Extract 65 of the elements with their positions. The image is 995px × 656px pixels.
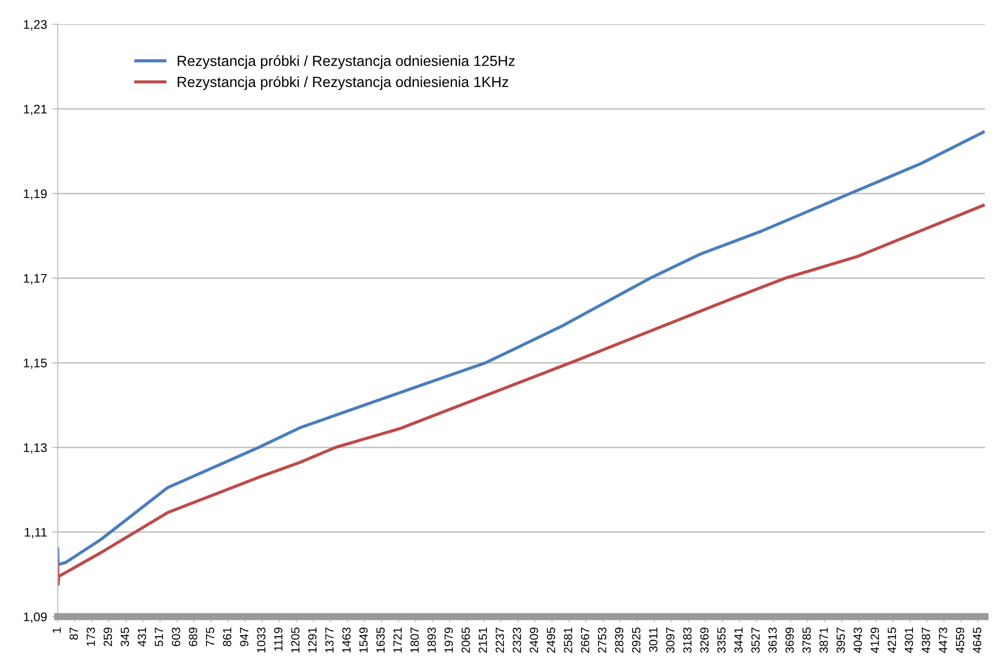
x-tick-label: 1463 bbox=[342, 628, 351, 652]
x-tick-label: 1119 bbox=[274, 628, 282, 651]
y-tick-label: 1,21 bbox=[24, 104, 47, 116]
x-tick-label: 947 bbox=[240, 628, 248, 646]
x-tick-label: 3441 bbox=[734, 628, 743, 653]
x-tick-label: 3183 bbox=[683, 628, 692, 653]
x-tick-label: 2581 bbox=[564, 628, 572, 653]
x-tick-label: 1807 bbox=[410, 628, 419, 652]
x-tick-label: 1893 bbox=[428, 628, 436, 652]
x-tick-label: 3957 bbox=[836, 628, 845, 653]
x-tick-label: 3355 bbox=[717, 628, 726, 653]
x-tick-label: 4129 bbox=[870, 628, 880, 654]
x-tick-label: 2409 bbox=[530, 628, 538, 653]
y-tick-label: 1,17 bbox=[24, 274, 47, 284]
x-tick-label: 1635 bbox=[376, 628, 385, 652]
x-tick-label: 2065 bbox=[462, 628, 470, 653]
x-tick-label: 3527 bbox=[751, 628, 760, 653]
x-tick-label: 2323 bbox=[512, 628, 522, 653]
x-tick-label: 1291 bbox=[308, 628, 317, 652]
x-tick-label: 4559 bbox=[956, 628, 964, 654]
x-tick-label: 259 bbox=[104, 628, 112, 646]
x-tick-label: 4387 bbox=[922, 628, 930, 654]
y-tick-label: 1,15 bbox=[24, 358, 47, 369]
x-tick-label: 689 bbox=[188, 628, 198, 646]
y-tick-label: 1,13 bbox=[24, 443, 47, 454]
x-tick-label: 4473 bbox=[938, 628, 948, 654]
x-tick-label: 2151 bbox=[478, 628, 487, 653]
x-tick-label: 603 bbox=[172, 628, 180, 646]
x-tick-label: 1205 bbox=[291, 628, 300, 652]
x-tick-label: 345 bbox=[120, 628, 130, 646]
x-tick-label: 4645 bbox=[972, 628, 982, 654]
y-tick-label: 1,23 bbox=[24, 20, 47, 30]
y-tick-label: 1,09 bbox=[24, 612, 47, 623]
x-tick-label: 2753 bbox=[598, 628, 606, 653]
x-tick-label: 4301 bbox=[904, 628, 914, 654]
x-tick-label: 3269 bbox=[700, 628, 709, 653]
x-tick-label: 3011 bbox=[649, 628, 658, 652]
legend-label: Rezystancja próbki / Rezystancja odniesienia 1KHz bbox=[178, 76, 508, 90]
x-tick-label: 3613 bbox=[768, 628, 777, 653]
x-tick-label: 1979 bbox=[444, 628, 453, 652]
x-tick-label: 173 bbox=[86, 628, 95, 646]
x-tick-label: 1 bbox=[52, 628, 61, 633]
x-tick-label: 775 bbox=[206, 628, 214, 646]
x-tick-label: 2839 bbox=[614, 628, 624, 653]
x-tick-label: 2667 bbox=[580, 628, 590, 653]
x-tick-label: 1549 bbox=[359, 628, 368, 652]
y-tick-label: 1,19 bbox=[24, 189, 47, 200]
x-tick-label: 2495 bbox=[546, 628, 556, 653]
x-tick-label: 3699 bbox=[785, 628, 794, 653]
x-tick-label: 1721 bbox=[393, 628, 402, 652]
x-tick-label: 4215 bbox=[888, 628, 896, 654]
x-tick-label: 1033 bbox=[257, 628, 266, 652]
y-tick-label: 1,11 bbox=[24, 528, 47, 538]
x-tick-label: 3871 bbox=[820, 628, 828, 653]
x-tick-label: 87 bbox=[70, 628, 78, 640]
x-tick-label: 431 bbox=[138, 628, 146, 646]
x-tick-label: 1377 bbox=[325, 628, 334, 652]
x-tick-label: 2925 bbox=[632, 628, 640, 653]
x-tick-label: 861 bbox=[222, 628, 232, 646]
x-tick-label: 517 bbox=[154, 628, 164, 646]
legend-label: Rezystancja próbki / Rezystancja odniesienia 125Hz bbox=[178, 55, 515, 69]
x-tick-label: 4043 bbox=[854, 628, 862, 654]
x-tick-label: 2237 bbox=[496, 628, 504, 653]
x-tick-label: 3785 bbox=[802, 628, 811, 653]
x-tick-label: 3097 bbox=[666, 628, 674, 653]
